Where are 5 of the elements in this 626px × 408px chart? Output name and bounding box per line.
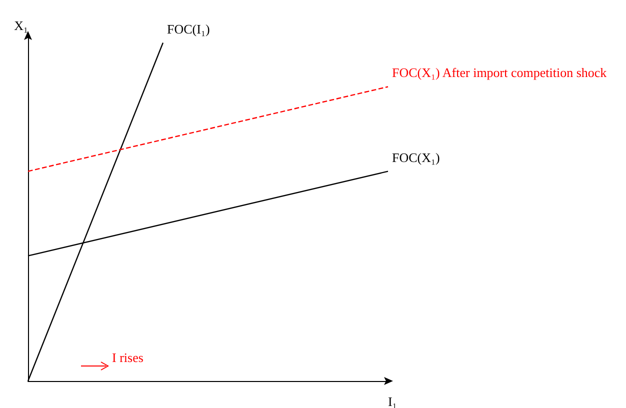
series-label: FOC(X₁) xyxy=(392,150,440,165)
annotation: I rises xyxy=(112,350,144,366)
y-axis-title: X₁ xyxy=(14,18,28,33)
series-label: FOC(X₁) After import competition shock xyxy=(392,65,608,80)
series-label: FOC(I₁) xyxy=(167,21,210,36)
